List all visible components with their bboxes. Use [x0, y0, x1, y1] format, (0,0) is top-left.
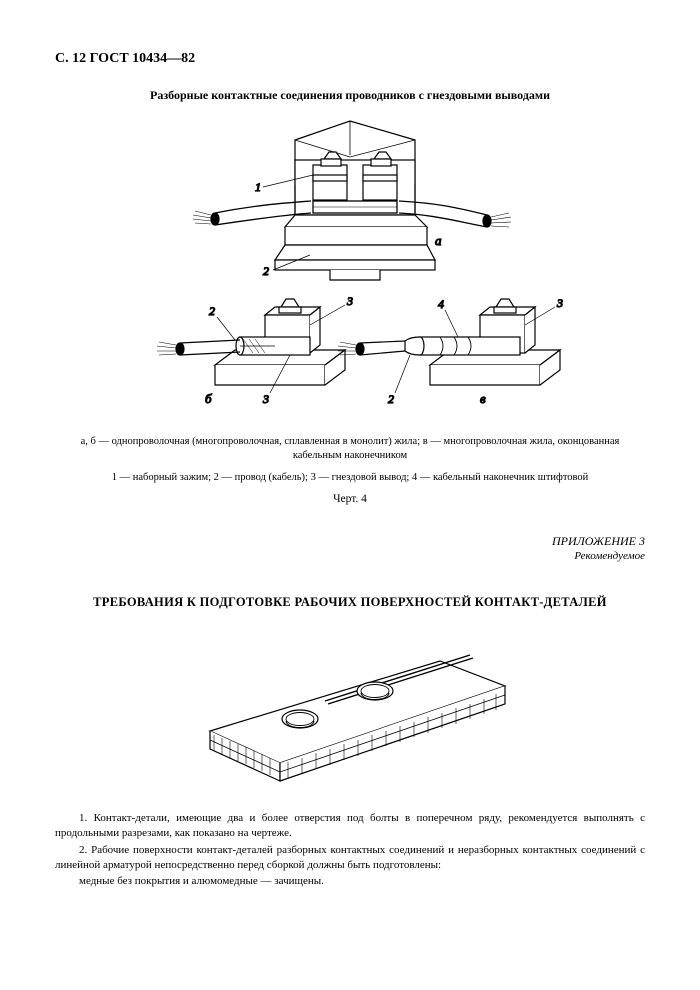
figure1-title: Разборные контактные соединения проводни… [55, 87, 645, 103]
callout-3b: 3 [262, 392, 269, 406]
page-header: С. 12 ГОСТ 10434—82 [55, 50, 645, 69]
page-ref: С. 12 ГОСТ 10434—82 [55, 51, 195, 66]
figure1-caption-ab: а, б — однопроволочная (многопроволочная… [55, 435, 645, 463]
figure2-svg [170, 631, 530, 801]
callout-3b2: 3 [346, 294, 353, 308]
callout-2a: 2 [263, 264, 269, 278]
para-3: медные без покрытия и алюмомедные — зачи… [55, 874, 645, 889]
figure1-svg: 1 2 а 2 [135, 115, 565, 425]
appendix-block: ПРИЛОЖЕНИЕ 3 Рекомендуемое [55, 533, 645, 564]
label-b: б [205, 391, 212, 406]
figure2-block [55, 631, 645, 801]
figure1-number: Черт. 4 [55, 492, 645, 508]
callout-3v: 3 [556, 296, 563, 310]
callout-2b: 2 [209, 304, 215, 318]
para-1: 1. Контакт-детали, имеющие два и более о… [55, 811, 645, 841]
appendix-subtitle: Рекомендуемое [55, 549, 645, 564]
label-v: в [480, 391, 486, 406]
figure1-caption-nums: 1 — наборный зажим; 2 — провод (кабель);… [55, 471, 645, 485]
section2-heading: ТРЕБОВАНИЯ К ПОДГОТОВКЕ РАБОЧИХ ПОВЕРХНО… [55, 594, 645, 611]
para-2: 2. Рабочие поверхности контакт-деталей р… [55, 843, 645, 873]
label-a: а [435, 233, 442, 248]
appendix-title: ПРИЛОЖЕНИЕ 3 [55, 533, 645, 549]
figure1-block: 1 2 а 2 [55, 115, 645, 425]
callout-2v: 2 [388, 392, 394, 406]
callout-1a: 1 [255, 180, 261, 194]
callout-4v: 4 [438, 297, 444, 311]
